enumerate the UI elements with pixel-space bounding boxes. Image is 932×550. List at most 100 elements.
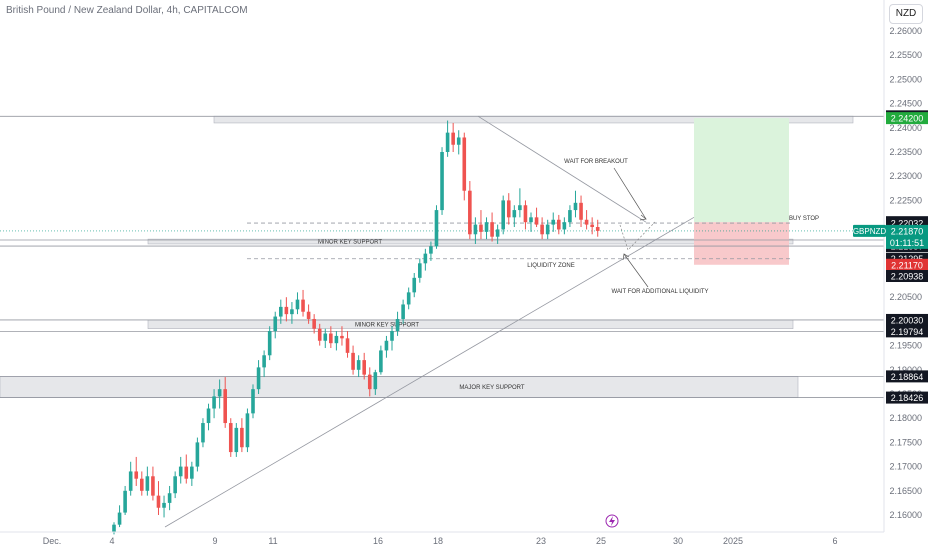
candle-body xyxy=(267,331,272,356)
candle-body xyxy=(451,132,455,145)
candle-body xyxy=(273,316,278,332)
candle-body xyxy=(334,335,339,344)
time-tick: 18 xyxy=(433,536,443,546)
price-label-bg xyxy=(886,112,928,125)
candle-body xyxy=(423,253,428,264)
support-zone xyxy=(147,238,794,245)
candle-body xyxy=(429,246,433,254)
price-label-bg xyxy=(886,270,928,283)
candle-body xyxy=(284,306,289,315)
price-tick: 2.23500 xyxy=(889,147,922,157)
price-tick: 2.23000 xyxy=(889,171,922,181)
candle-body xyxy=(262,355,266,368)
time-axis[interactable]: Dec. 4 9 11 16 18 23 25 30 2025 6 xyxy=(0,531,884,546)
current-price-text: 2.21870 xyxy=(891,226,924,236)
candle-body xyxy=(390,331,394,341)
price-tick: 2.19000 xyxy=(889,365,922,375)
countdown-text: 01:11:51 xyxy=(890,238,924,248)
price-label-bg xyxy=(886,252,928,265)
candle-body xyxy=(373,372,378,390)
candle-body xyxy=(551,219,556,225)
candle-body xyxy=(240,427,244,448)
candle-body xyxy=(145,476,150,491)
lightning-icon[interactable] xyxy=(605,514,619,528)
descending-trendline xyxy=(477,115,647,223)
price-tick: 2.26000 xyxy=(889,26,922,36)
support-zone xyxy=(0,376,799,398)
time-tick: 23 xyxy=(536,536,546,546)
zone-label: MINOR KEY SUPPORT xyxy=(355,322,419,328)
price-label: 2.19794 xyxy=(886,325,928,338)
annotation-arrow xyxy=(613,167,647,220)
price-label-text: 2.18864 xyxy=(891,372,924,382)
candle-body xyxy=(140,478,144,491)
candle-body xyxy=(456,137,461,145)
candle-body xyxy=(595,227,600,231)
price-tick: 2.16000 xyxy=(889,510,922,520)
candle-body xyxy=(151,476,155,496)
candle-body xyxy=(256,367,261,390)
candle-body xyxy=(579,202,583,220)
price-tick: 2.24500 xyxy=(889,99,922,109)
zones-layer: MINOR KEY SUPPORT MINOR KEY SUPPORT MAJOR … xyxy=(0,115,854,398)
candle-body xyxy=(295,299,300,310)
price-label: 2.20938 xyxy=(886,270,928,283)
price-label-text: 2.22032 xyxy=(891,219,924,229)
target-zone xyxy=(694,118,789,223)
candle-body xyxy=(501,200,505,230)
candle-body xyxy=(290,309,294,315)
candle-body xyxy=(512,210,517,218)
candle-body xyxy=(473,224,478,235)
time-tick: 30 xyxy=(673,536,683,546)
price-tick: 2.22500 xyxy=(889,195,922,205)
price-tick: 2.17500 xyxy=(889,437,922,447)
candle-body xyxy=(234,427,239,453)
price-label: 2.18426 xyxy=(886,391,928,404)
annotation-arrowhead xyxy=(639,214,647,221)
candle-body xyxy=(201,423,205,443)
candle-body xyxy=(462,137,467,191)
candle-body xyxy=(529,217,533,223)
candle-body xyxy=(434,210,439,247)
candle-body xyxy=(379,350,383,373)
candle-body xyxy=(123,490,127,513)
price-label-text: 2.21170 xyxy=(891,260,923,270)
candle-body xyxy=(557,219,561,230)
zone-label: MAJOR KEY SUPPORT xyxy=(459,385,524,391)
candle-body xyxy=(212,396,216,409)
candle-body xyxy=(568,210,572,223)
candle-body xyxy=(167,493,172,503)
candle-body xyxy=(329,333,333,344)
price-label-bg xyxy=(886,258,928,271)
candle-body xyxy=(412,277,417,293)
time-tick: 2025 xyxy=(723,536,743,546)
price-label-text: 2.24200 xyxy=(891,114,924,124)
symbol-tag-text: GBPNZD xyxy=(853,227,887,236)
candle-body xyxy=(523,205,528,223)
candle-body xyxy=(367,374,372,390)
candle-body xyxy=(312,318,316,329)
current-price-bg xyxy=(886,224,928,249)
candle-body xyxy=(440,152,444,211)
candle-body xyxy=(156,495,161,508)
price-labels: 2.242372.242002.220502.220322.216822.215… xyxy=(853,110,928,404)
candle-body xyxy=(351,352,355,370)
currency-button[interactable]: NZD xyxy=(889,4,923,24)
candle-body xyxy=(468,190,472,235)
candle-body xyxy=(562,222,567,230)
price-label: 2.24200 xyxy=(886,112,928,125)
lines-layer xyxy=(0,115,884,528)
candle-body xyxy=(518,205,522,211)
candle-body xyxy=(184,466,189,479)
price-label-text: 2.19794 xyxy=(891,327,924,337)
time-tick: Dec. xyxy=(43,536,62,546)
annotation-arrowhead xyxy=(622,253,630,261)
candle-body xyxy=(128,471,133,491)
candle-body xyxy=(245,413,250,448)
projection-path xyxy=(619,221,656,251)
candle-body xyxy=(406,292,411,305)
candle-body xyxy=(195,442,200,467)
candle-body xyxy=(279,306,283,317)
annotation-arrow xyxy=(623,253,649,288)
